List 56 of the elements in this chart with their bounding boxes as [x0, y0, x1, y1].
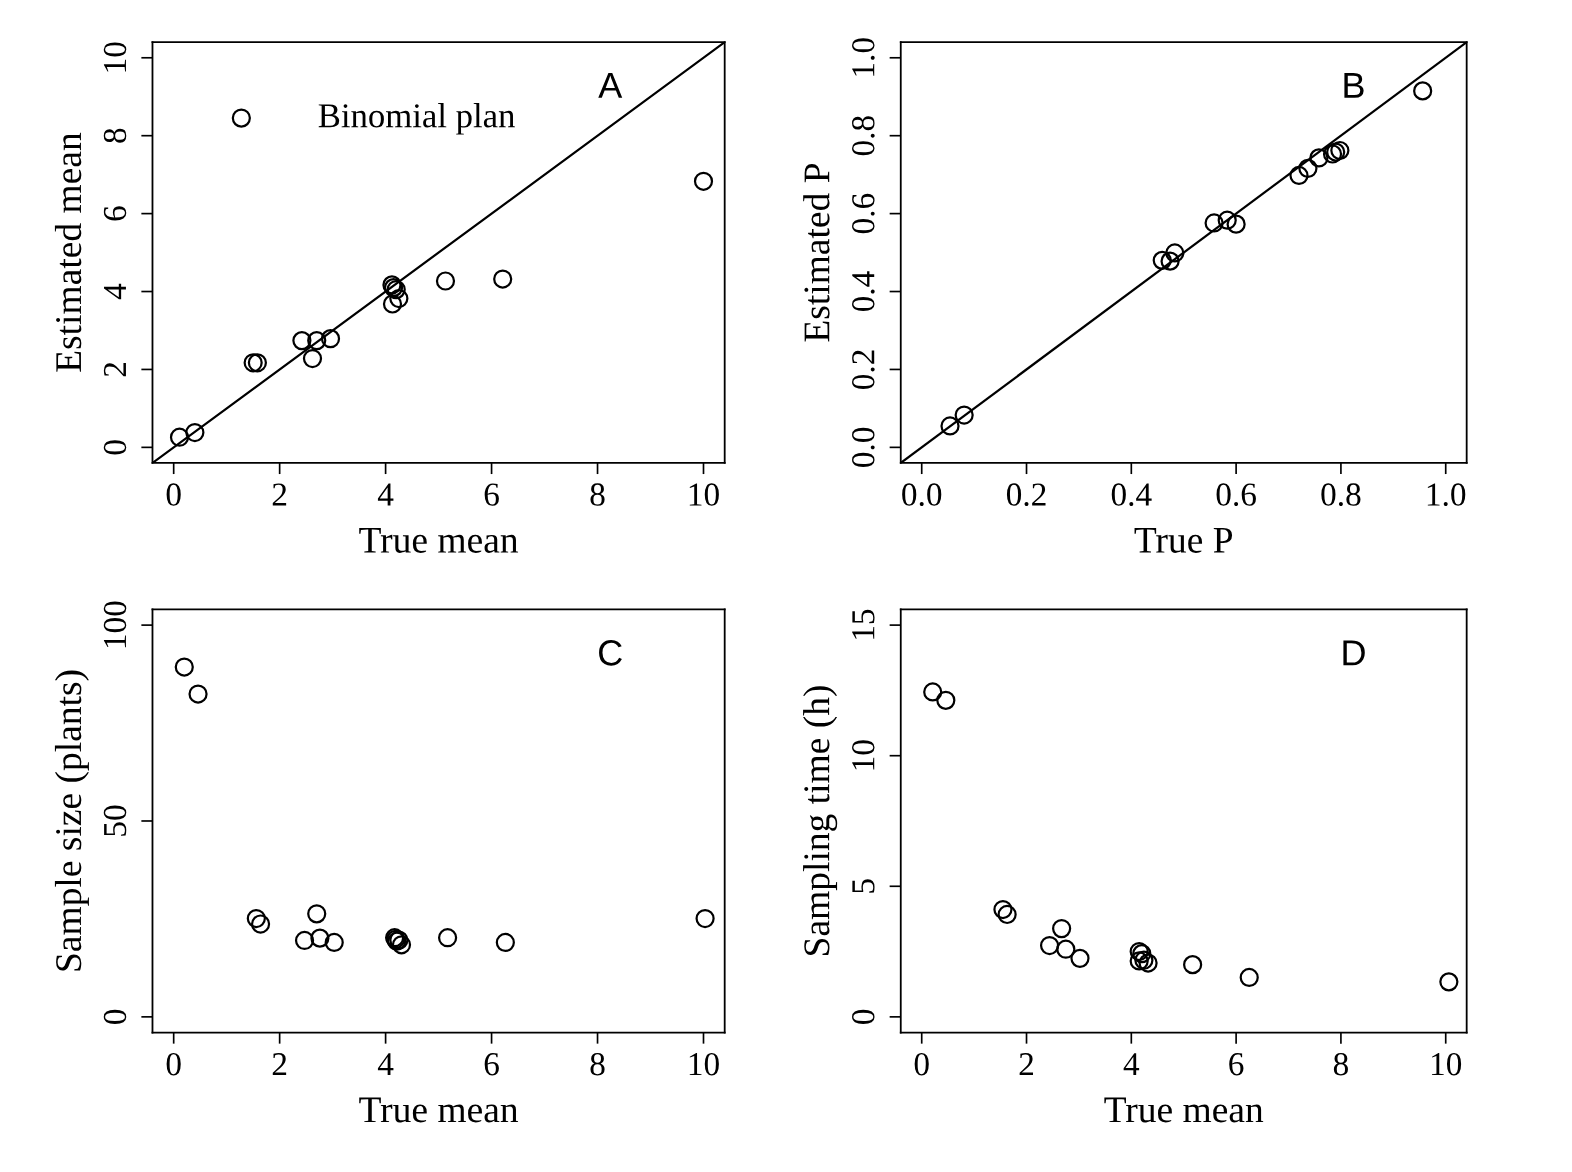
x-tick-label: 1.0	[1427, 483, 1466, 506]
x-tick-label: 0.0	[902, 483, 942, 506]
y-tick-label: 6	[103, 206, 127, 221]
y-axis-title: Sample size (plants)	[54, 670, 89, 971]
annotation: D	[1343, 640, 1365, 666]
y-tick-label: 0	[852, 1009, 875, 1024]
x-tick-label: 0.6	[1216, 483, 1256, 506]
y-tick-label: 0.8	[852, 116, 875, 156]
y-tick-label: 10	[852, 740, 875, 770]
x-tick-label: 0.4	[1111, 483, 1152, 506]
legend-label: Binomial plan	[318, 103, 515, 135]
x-tick-label: 8	[1333, 1052, 1348, 1076]
x-tick-label: 6	[484, 483, 499, 506]
y-tick-label: 50	[103, 805, 127, 836]
x-tick-label: 8	[590, 1052, 605, 1076]
x-axis-title: True mean	[359, 1097, 519, 1123]
y-tick-label: 1.0	[852, 38, 875, 76]
x-axis-title: True mean	[359, 527, 519, 553]
y-tick-label: 0.0	[852, 427, 875, 467]
y-tick-label: 0	[103, 1009, 127, 1024]
x-tick-label: 2	[1019, 1053, 1034, 1076]
y-tick-label: 15	[852, 609, 875, 639]
x-axis-title: True mean	[1104, 1097, 1264, 1123]
x-tick-label: 0	[166, 483, 181, 506]
x-tick-label: 0.8	[1321, 483, 1361, 506]
x-tick-label: 8	[590, 483, 605, 506]
x-tick-label: 2	[272, 1053, 287, 1076]
y-tick-label: 0	[103, 440, 127, 455]
x-tick-label: 0	[166, 1052, 181, 1076]
annotation: C	[599, 640, 622, 666]
annotation: A	[598, 72, 623, 98]
x-tick-label: 6	[1229, 1053, 1244, 1076]
y-tick-label: 2	[103, 362, 126, 377]
x-tick-label: 10	[689, 483, 719, 506]
x-tick-label: 0.2	[1006, 483, 1046, 506]
y-tick-label: 0.4	[852, 271, 875, 312]
x-axis-title: True P	[1134, 527, 1233, 553]
y-tick-label: 5	[852, 879, 875, 893]
y-axis-title: Estimated P	[803, 163, 830, 342]
y-axis-title: Estimated mean	[54, 132, 82, 372]
x-tick-label: 4	[377, 483, 394, 506]
y-tick-label: 100	[103, 601, 127, 648]
y-axis-title: Sampling time (h)	[803, 686, 838, 955]
x-tick-label: 4	[1123, 1053, 1140, 1076]
annotation: B	[1344, 72, 1364, 98]
y-tick-label: 8	[103, 128, 127, 143]
y-tick-label: 10	[103, 42, 127, 72]
x-tick-label: 2	[272, 483, 287, 506]
y-tick-label: 0.2	[852, 350, 875, 389]
x-tick-label: 4	[377, 1053, 394, 1076]
x-tick-label: 6	[484, 1053, 499, 1076]
y-tick-label: 0.6	[852, 193, 875, 234]
y-tick-label: 4	[104, 283, 126, 300]
x-tick-label: 10	[689, 1052, 719, 1076]
x-tick-label: 10	[1431, 1052, 1462, 1076]
x-tick-label: 0	[914, 1052, 929, 1076]
